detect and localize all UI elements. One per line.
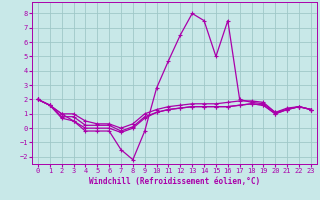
X-axis label: Windchill (Refroidissement éolien,°C): Windchill (Refroidissement éolien,°C) xyxy=(89,177,260,186)
